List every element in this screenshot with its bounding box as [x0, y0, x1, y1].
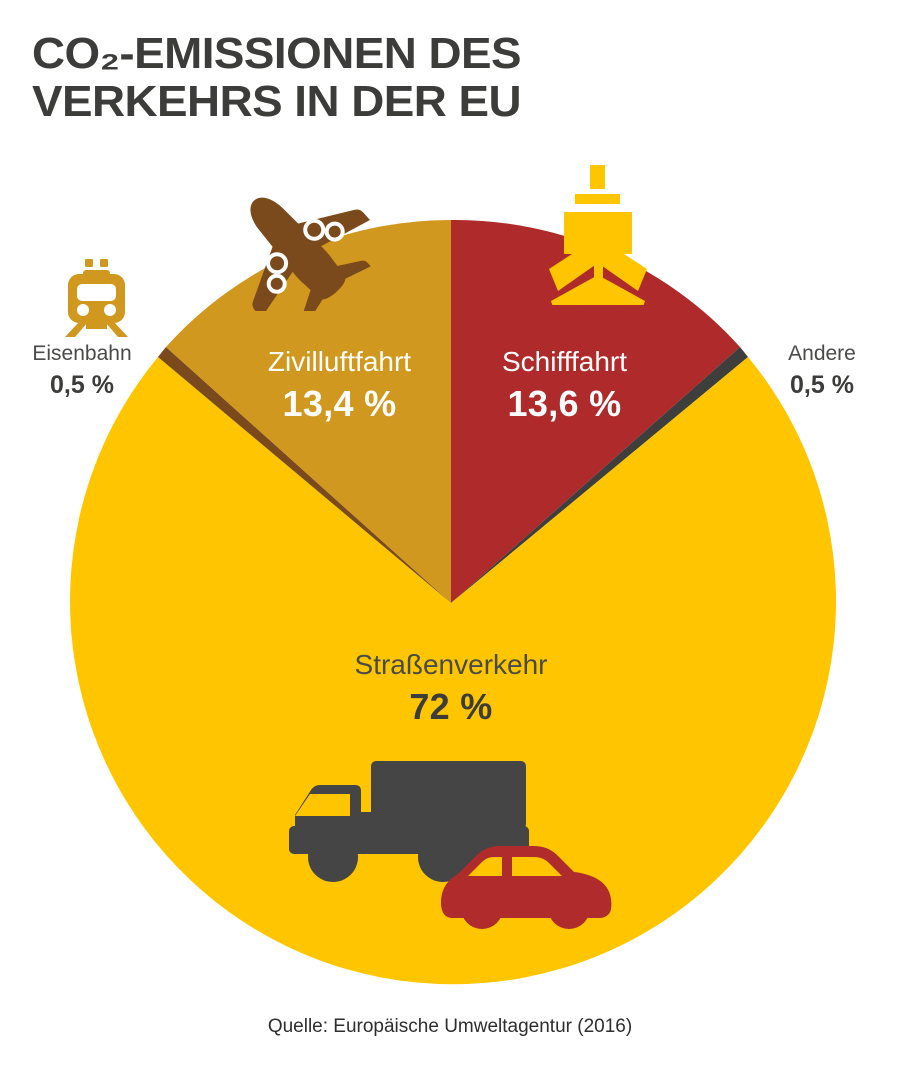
slice-name-road: Straßenverkehr [354, 649, 548, 680]
title-line-2: VERKEHRS IN DER EU [32, 77, 522, 126]
pie-slice-other[interactable] [451, 347, 748, 603]
slice-value-aviation: 13,4 % [282, 383, 397, 424]
truck-and-car-icon [283, 752, 613, 937]
source-note: Quelle: Europäische Umweltagentur (2016) [267, 1016, 633, 1037]
slice-value-road: 72 % [409, 686, 493, 727]
pie-slice-road[interactable] [70, 357, 836, 985]
truck-icon [289, 761, 529, 882]
slice-label-aviation: Zivilluftfahrt 13,4 % [232, 345, 447, 426]
pie-slice-rail[interactable] [158, 347, 451, 603]
slice-name-aviation: Zivilluftfahrt [267, 346, 412, 377]
slice-label-shipping: Schifffahrt 13,6 % [462, 345, 667, 426]
slice-label-road: Straßenverkehr 72 % [291, 648, 611, 729]
slice-name-shipping: Schifffahrt [501, 346, 628, 377]
page-title: CO₂-EMISSIONEN DES VERKEHRS IN DER EU [32, 30, 732, 126]
ship-icon [539, 165, 659, 335]
slice-value-rail: 0,5 % [50, 371, 114, 399]
slice-value-other: 0,5 % [790, 371, 854, 399]
title-line-1: CO₂-EMISSIONEN DES [32, 29, 521, 78]
pie-slice-aviation[interactable] [166, 219, 451, 603]
pie-chart-svg [70, 219, 836, 985]
pie-slice-shipping[interactable] [451, 219, 740, 604]
slice-label-rail: Eisenbahn 0,5 % [12, 341, 152, 401]
slice-value-shipping: 13,6 % [507, 383, 622, 424]
pie-chart: Zivilluftfahrt 13,4 % Schifffahrt 13,6 %… [12, 165, 882, 985]
airplane-icon [222, 186, 372, 324]
slice-label-other: Andere 0,5 % [762, 341, 882, 401]
car-icon [441, 846, 612, 929]
slice-name-other: Andere [788, 342, 856, 365]
slice-name-rail: Eisenbahn [32, 342, 132, 365]
train-icon [60, 258, 132, 343]
